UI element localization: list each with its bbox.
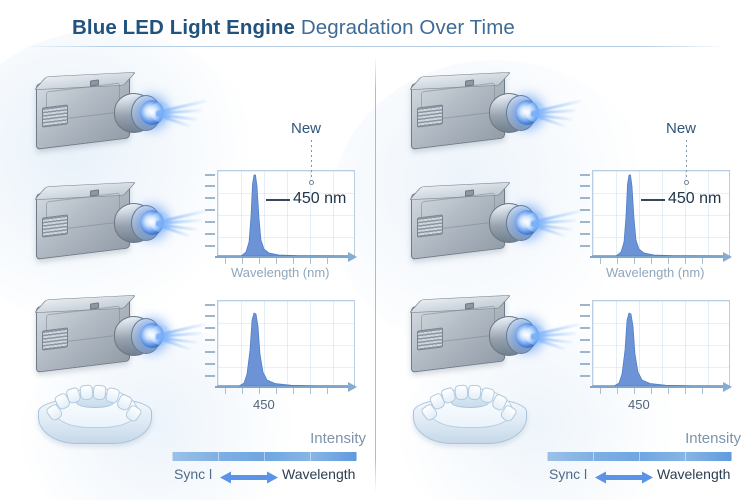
spectral-peak-curve [217,174,355,256]
spectral-peak-curve [592,312,730,386]
callout-450nm: 450 nm [293,190,347,207]
device-button-icon [465,189,474,197]
panel-divider [375,56,376,492]
legend-wavelength-label: Wavelength [282,466,356,482]
spectrum-chart: Wavelength (nm) [205,170,357,280]
dental-arch-model [32,378,160,448]
axis-arrow-icon [723,382,732,392]
legend-wavelength-label: Wavelength [657,466,731,482]
led-light-engine-device [403,285,583,381]
led-light-engine-device [28,285,208,381]
double-arrow-icon [595,471,653,484]
gradient-bar-ticks [547,452,732,461]
chart-x-axis [215,386,349,388]
tooth [454,384,469,401]
device-button-icon [465,302,474,310]
annotation-leader-line [686,140,687,180]
chart-x-axis [590,256,724,258]
spectrum-chart: 450 [205,300,357,412]
x-tick-label-450: 450 [628,397,650,412]
axis-arrow-icon [348,382,357,392]
axis-arrow-icon [723,252,732,262]
led-light-engine-device [403,172,583,268]
spectral-peak-curve [217,312,355,386]
device-button-icon [90,79,99,87]
led-light-engine-device [403,62,583,158]
spectrum-chart: 450 [580,300,732,412]
annotation-leader-line [311,140,312,180]
x-tick-label-450: 450 [253,397,275,412]
legend-intensity-label: Intensity [685,430,741,447]
panel-right: Wavelength (nm) New 450 nm [375,0,750,500]
callout-450nm: 450 nm [668,190,722,207]
device-vent-icon [417,214,443,238]
callout-leader-line [641,199,665,201]
double-arrow-icon [220,471,278,484]
chart-x-axis [215,256,349,258]
led-light-engine-device [28,172,208,268]
legend-intensity-label: Intensity [310,430,366,447]
device-vent-icon [417,104,443,128]
annotation-dot [309,180,314,185]
device-vent-icon [42,214,68,238]
page-title-strong: Blue LED Light Engine [72,16,296,39]
annotation-new: New [291,120,322,137]
spectral-peak-curve [592,174,730,256]
intensity-gradient-bar [547,452,732,461]
chart-plot-area [217,300,355,386]
spectrum-chart: Wavelength (nm) [580,170,732,280]
intensity-gradient-bar [172,452,357,461]
axis-arrow-icon [348,252,357,262]
device-vent-icon [417,327,443,351]
chart-plot-area [592,170,730,256]
legend-sync-label: Sync l [549,466,588,482]
page-title: Blue LED Light Engine Degradation Over T… [72,16,515,40]
legend: Intensity Sync l Wavelength [547,430,747,492]
legend-sync-label: Sync l [174,466,213,482]
page-title-light: Degradation Over Time [295,16,515,39]
dental-arch-model [407,378,535,448]
panel-left: Wavelength (nm) New 450 nm [28,62,372,492]
annotation-dot [684,180,689,185]
header-divider [22,46,728,47]
device-button-icon [90,302,99,310]
device-button-icon [90,189,99,197]
annotation-new: New [666,120,697,137]
callout-leader-line [266,199,290,201]
device-vent-icon [42,104,68,128]
gradient-bar-ticks [172,452,357,461]
legend: Intensity Sync l Wavelength [172,430,372,492]
x-axis-label: Wavelength (nm) [231,265,330,280]
chart-x-axis [590,386,724,388]
tooth [79,384,94,401]
device-vent-icon [42,327,68,351]
led-light-engine-device [28,62,208,158]
device-button-icon [465,79,474,87]
x-axis-label: Wavelength (nm) [606,265,705,280]
